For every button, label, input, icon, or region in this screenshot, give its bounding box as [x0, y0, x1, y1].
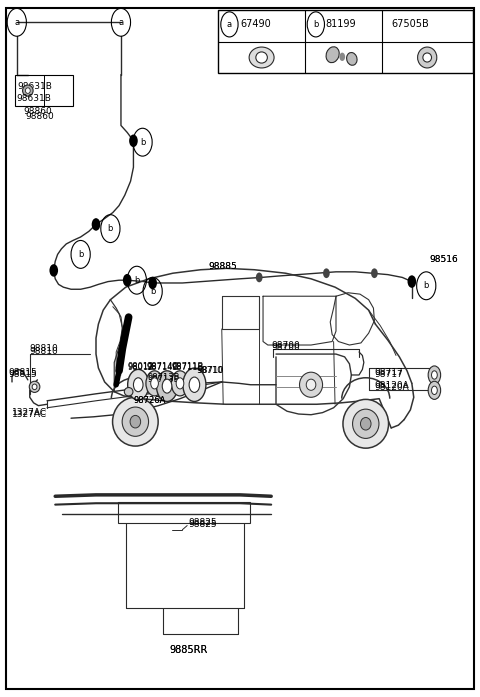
Ellipse shape	[360, 418, 371, 430]
Text: 98810: 98810	[30, 347, 59, 355]
Ellipse shape	[326, 47, 339, 63]
Text: 98516: 98516	[430, 255, 458, 263]
Text: 1327AC: 1327AC	[12, 410, 47, 418]
Text: b: b	[134, 276, 140, 284]
Text: b: b	[423, 282, 429, 290]
Text: 81199: 81199	[325, 20, 356, 29]
Circle shape	[256, 273, 263, 282]
Circle shape	[176, 378, 184, 389]
Text: 98714C: 98714C	[146, 363, 179, 372]
Text: a: a	[14, 18, 19, 26]
Text: 1327AC: 1327AC	[12, 408, 47, 417]
Text: 9885RR: 9885RR	[169, 645, 207, 654]
Bar	[118, 502, 250, 523]
Circle shape	[151, 378, 158, 389]
Text: 98717: 98717	[374, 369, 403, 377]
Text: 98815: 98815	[9, 371, 37, 379]
Text: 67505B: 67505B	[391, 20, 429, 29]
Circle shape	[432, 371, 437, 379]
Circle shape	[92, 218, 100, 231]
Circle shape	[128, 369, 149, 400]
Text: 98711B: 98711B	[172, 363, 204, 372]
Circle shape	[129, 135, 138, 147]
Text: 98710: 98710	[198, 367, 224, 375]
Ellipse shape	[418, 47, 437, 68]
Ellipse shape	[256, 52, 267, 63]
Text: b: b	[140, 138, 145, 146]
Circle shape	[146, 371, 163, 396]
Text: 98713B: 98713B	[148, 375, 180, 383]
Text: b: b	[150, 287, 156, 296]
Circle shape	[49, 264, 58, 277]
Circle shape	[428, 381, 441, 399]
Ellipse shape	[112, 397, 158, 446]
Ellipse shape	[347, 52, 357, 66]
Ellipse shape	[352, 409, 379, 438]
Text: 98120A: 98120A	[374, 381, 409, 390]
Circle shape	[148, 277, 157, 289]
Circle shape	[432, 386, 437, 395]
Circle shape	[133, 378, 143, 392]
Text: 98631B: 98631B	[17, 82, 52, 91]
Circle shape	[408, 275, 416, 288]
Text: 98713B: 98713B	[148, 374, 180, 382]
Text: b: b	[108, 224, 113, 233]
Text: 98825: 98825	[189, 519, 217, 527]
Circle shape	[162, 379, 172, 393]
Text: 98885: 98885	[209, 262, 238, 270]
Text: 98717: 98717	[374, 371, 403, 379]
Ellipse shape	[122, 407, 148, 436]
Text: 98825: 98825	[189, 520, 217, 528]
Ellipse shape	[130, 415, 141, 428]
Text: 98714C: 98714C	[146, 362, 179, 371]
Bar	[218, 10, 473, 73]
Text: 98860: 98860	[25, 112, 54, 121]
Text: a: a	[227, 20, 232, 29]
Text: b: b	[313, 20, 319, 29]
Ellipse shape	[29, 381, 40, 392]
Text: 98631B: 98631B	[17, 95, 52, 103]
Ellipse shape	[32, 384, 37, 390]
Text: 98860: 98860	[23, 107, 52, 116]
Ellipse shape	[249, 47, 274, 68]
Ellipse shape	[25, 88, 30, 93]
Text: b: b	[78, 250, 84, 259]
Circle shape	[123, 274, 132, 286]
Ellipse shape	[124, 388, 133, 396]
Text: 98726A: 98726A	[133, 396, 166, 404]
Circle shape	[428, 366, 441, 384]
Ellipse shape	[306, 379, 316, 390]
Text: 98726A: 98726A	[133, 397, 166, 405]
Ellipse shape	[23, 85, 33, 96]
Ellipse shape	[423, 53, 432, 62]
Circle shape	[339, 53, 345, 61]
Text: 98810: 98810	[30, 344, 59, 353]
Text: 98516: 98516	[430, 255, 458, 263]
Text: 98885: 98885	[209, 262, 238, 270]
Text: a: a	[119, 18, 123, 26]
Circle shape	[183, 368, 206, 401]
Ellipse shape	[300, 372, 323, 397]
Text: 98120A: 98120A	[374, 383, 409, 392]
Ellipse shape	[343, 399, 389, 448]
Text: 98700: 98700	[271, 343, 300, 351]
Text: 98711B: 98711B	[172, 362, 204, 371]
Text: 98815: 98815	[9, 369, 37, 377]
Text: 67490: 67490	[240, 20, 271, 29]
Circle shape	[171, 371, 189, 396]
Circle shape	[156, 371, 178, 401]
Text: 98012: 98012	[127, 363, 154, 372]
Text: 98710: 98710	[197, 367, 223, 375]
Circle shape	[323, 268, 330, 278]
Text: 98700: 98700	[271, 341, 300, 349]
Circle shape	[189, 377, 200, 392]
Text: 98012: 98012	[127, 362, 154, 371]
Circle shape	[371, 268, 378, 278]
Text: 9885RR: 9885RR	[169, 645, 207, 654]
Bar	[15, 75, 73, 106]
